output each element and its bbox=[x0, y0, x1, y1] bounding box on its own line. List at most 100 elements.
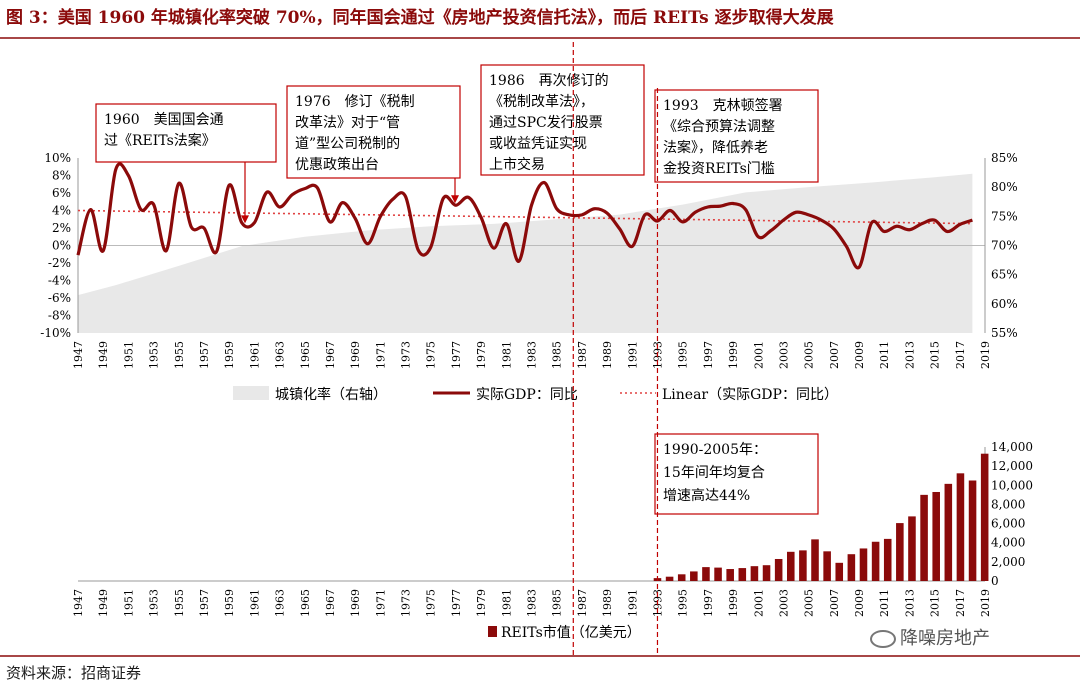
reits-bar bbox=[847, 554, 856, 581]
y-left-tick-label: -10% bbox=[40, 326, 71, 340]
reits-bar bbox=[702, 567, 710, 581]
bar-annotation-text: 15年间年均复合 bbox=[663, 464, 765, 481]
y-left-tick-label: 0% bbox=[52, 239, 71, 253]
annotation-text: 金投资REITs门槛 bbox=[663, 161, 775, 177]
watermark: 降噪房地产 bbox=[870, 624, 990, 650]
x-tick-label: 2009 bbox=[853, 341, 866, 369]
bar-y-tick-label: 10,000 bbox=[991, 478, 1033, 492]
x-tick-label: 2007 bbox=[828, 341, 841, 369]
bar-x-tick-label: 1965 bbox=[299, 589, 312, 617]
y-left-tick-label: 6% bbox=[52, 186, 71, 200]
x-tick-label: 1979 bbox=[475, 341, 488, 369]
x-tick-label: 1963 bbox=[274, 341, 287, 369]
bar-x-tick-label: 1955 bbox=[173, 589, 186, 617]
y-left-tick-label: 8% bbox=[52, 169, 71, 183]
x-tick-label: 2005 bbox=[803, 341, 816, 369]
bar-x-tick-label: 2013 bbox=[903, 589, 916, 617]
bar-y-tick-label: 6,000 bbox=[991, 517, 1025, 531]
y-left-tick-label: 4% bbox=[52, 204, 71, 218]
x-tick-label: 1985 bbox=[551, 341, 564, 369]
annotation-text: 1993 克林顿签署 bbox=[663, 97, 783, 114]
bar-annotation-text: 增速高达44% bbox=[663, 487, 750, 504]
reits-bar bbox=[859, 548, 868, 581]
x-tick-label: 1977 bbox=[450, 341, 463, 369]
y-right-tick-label: 80% bbox=[991, 180, 1018, 194]
annotation-text: 上市交易 bbox=[489, 156, 545, 173]
bar-x-tick-label: 2005 bbox=[803, 589, 816, 617]
annotation-text: 通过SPC发行股票 bbox=[489, 115, 603, 131]
bar-x-tick-label: 1991 bbox=[626, 589, 639, 617]
reits-bar bbox=[774, 558, 783, 581]
x-tick-label: 2003 bbox=[777, 341, 790, 369]
figure-title: 图 3：美国 1960 年城镇化率突破 70%，同年国会通过《房地产投资信托法》… bbox=[6, 8, 834, 28]
bar-x-tick-label: 1951 bbox=[122, 589, 135, 617]
reits-bar bbox=[750, 566, 759, 581]
reits-bar bbox=[896, 523, 904, 581]
x-tick-label: 1995 bbox=[677, 341, 690, 369]
x-tick-label: 1975 bbox=[425, 341, 438, 369]
legend-label-gdp: 实际GDP：同比 bbox=[476, 387, 578, 403]
annotation-box bbox=[654, 89, 819, 183]
x-tick-label: 1967 bbox=[324, 341, 337, 369]
bar-y-tick-label: 2,000 bbox=[991, 555, 1025, 569]
legend-swatch-reits bbox=[488, 626, 497, 637]
annotation-text: 优惠政策出台 bbox=[295, 156, 379, 173]
wechat-icon bbox=[870, 630, 896, 648]
y-left-tick-label: -6% bbox=[48, 291, 71, 305]
bar-y-tick-label: 12,000 bbox=[991, 459, 1033, 473]
reits-bar bbox=[714, 567, 722, 581]
x-tick-label: 1981 bbox=[500, 341, 513, 369]
bar-x-tick-label: 1979 bbox=[475, 589, 488, 617]
x-tick-label: 1955 bbox=[173, 341, 186, 369]
bar-x-tick-label: 1969 bbox=[349, 589, 362, 617]
bar-x-tick-label: 1977 bbox=[450, 589, 463, 617]
bar-annotation-box bbox=[654, 433, 819, 515]
x-tick-label: 1947 bbox=[72, 341, 85, 369]
reits-bar bbox=[823, 551, 831, 581]
annotation-text: 道”型公司税制的 bbox=[295, 136, 400, 152]
annotation-arrowhead bbox=[451, 195, 459, 204]
bar-x-tick-label: 2009 bbox=[853, 589, 866, 617]
bar-x-tick-label: 1983 bbox=[526, 589, 539, 617]
x-tick-label: 1991 bbox=[626, 341, 639, 369]
reits-bar bbox=[677, 574, 686, 581]
watermark-text: 降噪房地产 bbox=[900, 628, 990, 649]
bar-x-tick-label: 1999 bbox=[727, 589, 740, 617]
bar-x-tick-label: 1985 bbox=[551, 589, 564, 617]
bar-x-tick-label: 1961 bbox=[248, 589, 261, 617]
y-right-tick-label: 75% bbox=[991, 209, 1018, 223]
x-tick-label: 1957 bbox=[198, 341, 211, 369]
bar-x-tick-label: 1981 bbox=[500, 589, 513, 617]
annotation-text: 1976 修订《税制 bbox=[295, 94, 415, 110]
reits-bar bbox=[956, 473, 965, 581]
bar-annotation-text: 1990-2005年： bbox=[663, 442, 767, 458]
x-tick-label: 1983 bbox=[526, 341, 539, 369]
x-tick-label: 1949 bbox=[97, 341, 110, 369]
bar-x-tick-label: 1957 bbox=[198, 589, 211, 617]
reits-bar bbox=[665, 576, 674, 581]
x-tick-label: 2017 bbox=[954, 341, 967, 369]
y-left-tick-label: -4% bbox=[48, 274, 71, 288]
legend-label-trend: Linear（实际GDP：同比） bbox=[662, 387, 838, 403]
source-note: 资料来源：招商证券 bbox=[6, 664, 142, 682]
annotation-box bbox=[95, 103, 277, 163]
bar-x-tick-label: 1963 bbox=[274, 589, 287, 617]
y-right-tick-label: 70% bbox=[991, 239, 1018, 253]
urbanization-area bbox=[78, 173, 973, 333]
bar-x-tick-label: 1959 bbox=[223, 589, 236, 617]
reits-bar bbox=[944, 483, 953, 581]
bar-x-tick-label: 1989 bbox=[601, 589, 614, 617]
bar-x-tick-label: 1953 bbox=[148, 589, 161, 617]
y-right-tick-label: 65% bbox=[991, 268, 1018, 282]
annotation-text: 过《REITs法案》 bbox=[104, 132, 216, 149]
reits-bar bbox=[811, 539, 819, 581]
reits-bar bbox=[883, 538, 892, 581]
annotation-text: 1986 再次修订的 bbox=[489, 73, 609, 89]
annotation-text: 《税制改革法》， bbox=[489, 94, 594, 110]
x-tick-label: 1997 bbox=[702, 341, 715, 369]
x-tick-label: 2001 bbox=[752, 341, 765, 369]
